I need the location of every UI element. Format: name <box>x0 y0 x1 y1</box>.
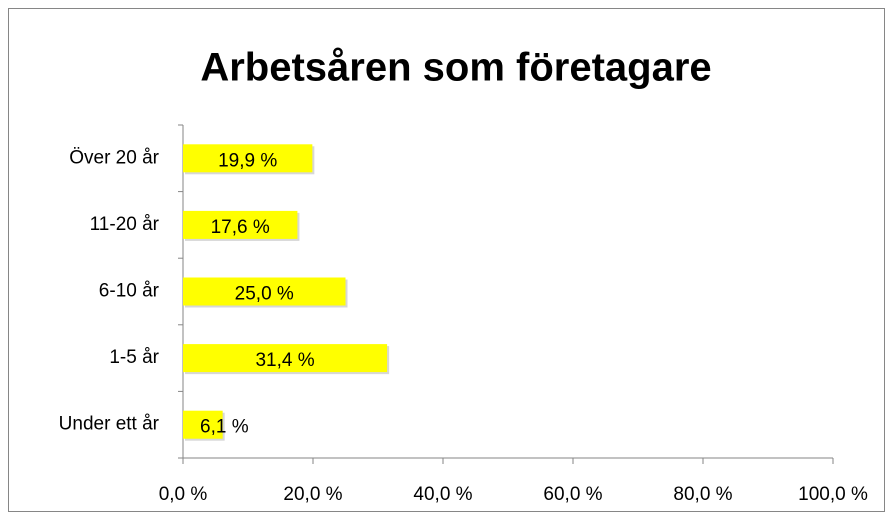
y-tick-label: Över 20 år <box>69 147 159 168</box>
x-tick-label: 80,0 % <box>673 484 732 505</box>
x-tick-label: 100,0 % <box>798 484 868 505</box>
chart-frame <box>8 8 885 512</box>
bar <box>183 277 346 306</box>
x-tick-label: 60,0 % <box>543 484 602 505</box>
bar <box>183 210 298 239</box>
y-tick-label: 6-10 år <box>99 281 160 302</box>
value-label: 17,6 % <box>211 217 270 238</box>
y-tick-label: Under ett år <box>59 414 160 435</box>
value-label: 31,4 % <box>255 350 314 371</box>
bar <box>183 410 223 439</box>
y-tick-label: 11-20 år <box>90 214 160 235</box>
value-label: 25,0 % <box>235 284 294 305</box>
chart-title: Arbetsåren som företagare <box>200 46 711 90</box>
bar <box>183 344 388 373</box>
bar <box>183 144 313 173</box>
value-label: 19,9 % <box>218 150 277 171</box>
x-tick-label: 20,0 % <box>283 484 342 505</box>
value-label: 6,1 % <box>200 417 249 438</box>
x-tick-label: 0,0 % <box>159 484 208 505</box>
x-tick-label: 40,0 % <box>413 484 472 505</box>
y-tick-label: 1-5 år <box>109 347 159 368</box>
